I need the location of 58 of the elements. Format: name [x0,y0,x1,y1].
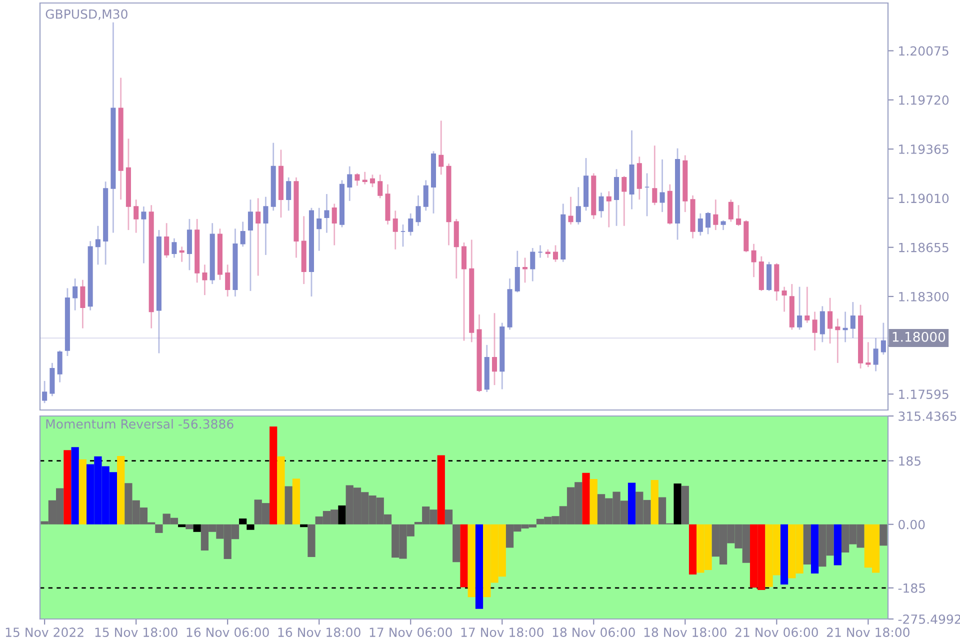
x-tick-label: 16 Nov 18:00 [278,628,360,638]
bar [71,447,79,524]
y-tick-label: 1.17595 [899,390,948,400]
x-tick-label: 21 Nov 06:00 [735,628,818,638]
bar [590,479,598,524]
y-tick-label: 1.18655 [899,242,948,252]
bar [780,524,788,584]
bar [452,524,460,562]
bar [246,524,254,530]
bar [674,483,682,524]
y-tick-label: 1.19365 [899,144,948,154]
bar [437,455,445,524]
y-tick-label: 0.00 [898,520,925,530]
y-tick-label: 1.20075 [899,46,948,56]
bar [239,518,247,524]
bar [880,524,888,546]
y-tick-label: 315.4365 [898,411,956,421]
bar [628,482,636,524]
bar [650,480,658,524]
candlestick [545,248,550,258]
bar [468,524,476,598]
x-tick-label: 16 Nov 06:00 [186,628,269,638]
ref-line-label: 1.18000 [892,332,946,342]
x-tick-label: 21 Nov 18:00 [826,628,910,638]
bar [155,524,163,533]
bar [834,524,842,566]
bar [803,524,811,565]
bar [582,472,590,524]
x-tick-label: 17 Nov 18:00 [461,628,544,638]
chart-title: GBPUSD,M30 [46,9,128,20]
x-tick-label: 18 Nov 06:00 [552,628,635,638]
y-tick-label: 185 [899,456,920,466]
y-tick-label: 1.19720 [899,95,949,105]
bar [308,524,316,557]
bar [460,524,468,588]
bar [338,505,346,524]
bar [688,524,697,575]
x-tick-label: 18 Nov 18:00 [644,628,726,638]
bar [78,459,87,524]
bar [64,450,72,524]
bar [284,486,292,524]
bar [193,524,201,532]
x-tick-label: 17 Nov 06:00 [370,628,452,638]
bar [292,478,300,524]
y-tick-label: 1.19010 [899,194,949,204]
x-tick-label: 15 Nov 2022 [6,628,84,638]
chart-title: Momentum Reversal -56.3886 [46,419,234,429]
bar [277,456,285,524]
x-tick-label: 15 Nov 18:00 [95,628,178,638]
y-tick-label: -185 [898,583,925,593]
bar [117,456,125,524]
bar [444,510,453,524]
bar [475,524,484,609]
y-tick-label: 1.18300 [899,292,949,302]
bar [270,426,278,524]
bar [810,524,819,574]
bar [681,486,689,524]
bar [186,524,194,530]
